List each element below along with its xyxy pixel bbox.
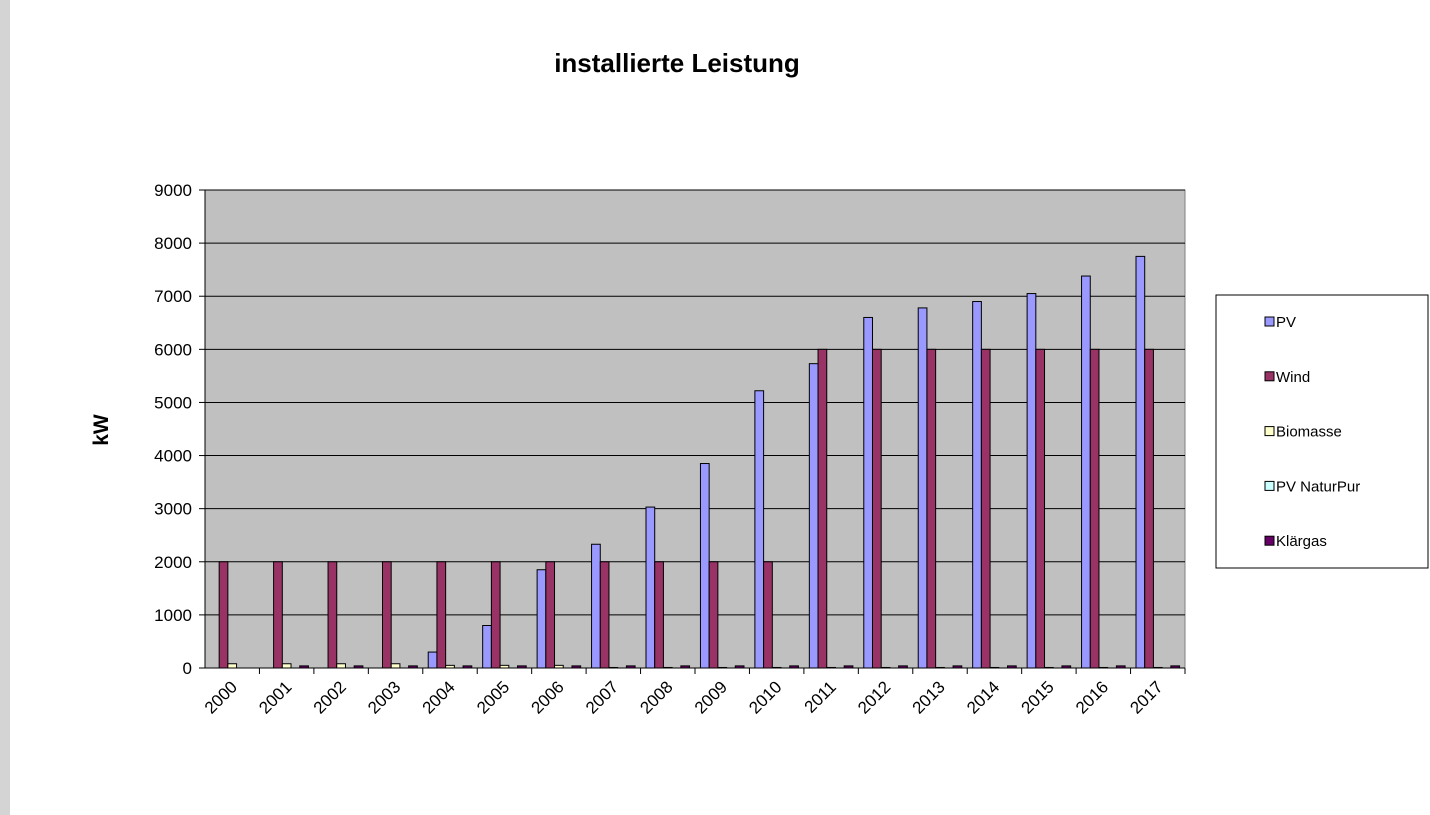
bar	[817, 348, 828, 669]
chart-title: installierte Leistung	[554, 48, 800, 78]
legend-swatch	[1264, 426, 1275, 437]
bar	[926, 348, 937, 669]
bar	[1144, 348, 1154, 669]
bar	[754, 390, 765, 669]
y-tick-label: 5000	[154, 393, 192, 412]
legend-swatch	[1264, 316, 1275, 327]
bar	[336, 663, 346, 669]
y-tick-label: 8000	[154, 234, 192, 253]
bar	[281, 663, 292, 669]
bar	[381, 561, 392, 669]
bar	[536, 569, 547, 669]
legend-label: PV NaturPur	[1276, 478, 1360, 495]
bar	[863, 316, 873, 669]
y-axis-label: kW	[90, 414, 113, 446]
legend-box	[1215, 294, 1429, 569]
legend-swatch	[1264, 535, 1275, 546]
y-tick-label: 3000	[154, 500, 192, 519]
y-tick-label: 4000	[154, 447, 192, 466]
bar	[645, 506, 656, 669]
bar	[591, 543, 601, 669]
bar	[427, 651, 438, 669]
bar	[273, 561, 283, 669]
bar	[599, 561, 610, 669]
bar	[708, 561, 719, 669]
bar	[1135, 255, 1146, 669]
bar	[699, 463, 710, 669]
plot-area	[204, 189, 1186, 669]
y-tick-label: 2000	[154, 553, 192, 572]
bar	[1081, 275, 1091, 669]
bar	[763, 561, 773, 669]
legend-swatch	[1264, 480, 1275, 491]
bar	[917, 307, 928, 669]
y-tick-label: 6000	[154, 340, 192, 359]
bar	[808, 363, 819, 669]
bar	[654, 561, 664, 669]
bar	[227, 663, 238, 669]
y-tick-label: 7000	[154, 287, 192, 306]
bar	[871, 348, 882, 669]
bar	[327, 561, 338, 669]
y-tick-label: 9000	[154, 181, 192, 200]
bar	[390, 663, 401, 669]
bar	[1089, 348, 1100, 669]
bar	[490, 561, 501, 669]
legend-label: Wind	[1276, 369, 1310, 386]
bar	[972, 301, 982, 669]
bar	[1026, 293, 1037, 669]
bar	[980, 348, 991, 669]
legend-swatch	[1264, 371, 1275, 382]
bar	[545, 561, 556, 669]
y-tick-label: 1000	[154, 606, 192, 625]
bar	[482, 625, 492, 669]
bar	[436, 561, 447, 669]
legend-label: Klärgas	[1276, 533, 1327, 550]
legend-label: PV	[1276, 314, 1296, 331]
y-tick-label: 0	[183, 659, 192, 678]
bar	[218, 561, 229, 669]
bar	[1035, 348, 1046, 669]
legend-label: Biomasse	[1276, 424, 1342, 441]
